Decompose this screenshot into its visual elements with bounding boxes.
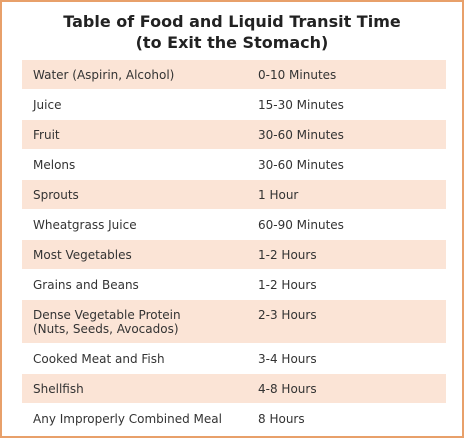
food-cell: Fruit xyxy=(33,128,60,142)
transit-time: 1-2 Hours xyxy=(258,278,317,292)
transit-time: 2-3 Hours xyxy=(258,308,317,322)
food-cell: Juice xyxy=(33,98,61,112)
food-name: Most Vegetables xyxy=(33,248,132,262)
food-cell: Grains and Beans xyxy=(33,278,139,292)
table-row: Juice 15-30 Minutes xyxy=(22,90,446,119)
transit-time: 15-30 Minutes xyxy=(258,98,344,112)
food-cell: Most Vegetables xyxy=(33,248,132,262)
food-name: Sprouts xyxy=(33,188,79,202)
food-name: Cooked Meat and Fish xyxy=(33,352,165,366)
table-row: Most Vegetables 1-2 Hours xyxy=(22,240,446,269)
transit-time: 0-10 Minutes xyxy=(258,68,337,82)
transit-time: 1-2 Hours xyxy=(258,248,317,262)
food-name: Grains and Beans xyxy=(33,278,139,292)
food-name: Fruit xyxy=(33,128,60,142)
transit-time: 8 Hours xyxy=(258,412,305,426)
food-note: (Nuts, Seeds, Avocados) xyxy=(33,322,179,336)
food-name: Shellfish xyxy=(33,382,84,396)
food-cell: Wheatgrass Juice xyxy=(33,218,137,232)
food-name: Water (Aspirin, Alcohol) xyxy=(33,68,175,82)
table-row: Fruit 30-60 Minutes xyxy=(22,120,446,149)
food-cell: Shellfish xyxy=(33,382,84,396)
table-row: Shellfish 4-8 Hours xyxy=(22,374,446,403)
food-cell: Cooked Meat and Fish xyxy=(33,352,165,366)
table-row: Sprouts 1 Hour xyxy=(22,180,446,209)
transit-time: 3-4 Hours xyxy=(258,352,317,366)
table-row: Wheatgrass Juice 60-90 Minutes xyxy=(22,210,446,239)
food-cell: Sprouts xyxy=(33,188,79,202)
table-row: Dense Vegetable Protein (Nuts, Seeds, Avo… xyxy=(22,300,446,343)
food-name: Any Improperly Combined Meal xyxy=(33,412,222,426)
title: Table of Food and Liquid Transit Time (t… xyxy=(2,11,462,53)
table-row: Cooked Meat and Fish 3-4 Hours xyxy=(22,344,446,373)
food-cell: Any Improperly Combined Meal xyxy=(33,412,222,426)
table-row: Water (Aspirin, Alcohol) 0-10 Minutes xyxy=(22,60,446,89)
transit-time: 30-60 Minutes xyxy=(258,128,344,142)
table: Water (Aspirin, Alcohol) 0-10 Minutes Juic… xyxy=(22,60,446,434)
food-cell: Melons xyxy=(33,158,75,172)
food-name: Dense Vegetable Protein xyxy=(33,308,181,322)
food-name: Juice xyxy=(33,98,62,112)
transit-time: 60-90 Minutes xyxy=(258,218,344,232)
title-line: Table of Food and Liquid Transit Time xyxy=(63,12,401,31)
table-row: Any Improperly Combined Meal 8 Hours xyxy=(22,404,446,433)
transit-time: 4-8 Hours xyxy=(258,382,317,396)
food-cell: Water (Aspirin, Alcohol) xyxy=(33,68,174,82)
transit-time: 1 Hour xyxy=(258,188,299,202)
transit-time: 30-60 Minutes xyxy=(258,158,344,172)
food-name: Melons xyxy=(33,158,76,172)
table-row: Melons 30-60 Minutes xyxy=(22,150,446,179)
table-row: Grains and Beans 1-2 Hours xyxy=(22,270,446,299)
title-line: (to Exit the Stomach) xyxy=(135,33,329,52)
food-name: Wheatgrass Juice xyxy=(33,218,137,232)
food-cell: Dense Vegetable Protein (Nuts, Seeds, Avo… xyxy=(33,308,181,336)
